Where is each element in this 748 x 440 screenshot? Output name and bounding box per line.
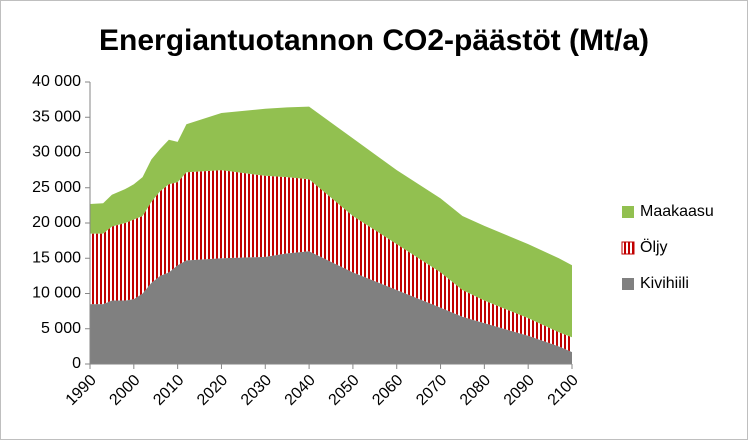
- legend-label: Öljy: [640, 238, 668, 256]
- y-tick-label: 0: [72, 355, 81, 372]
- legend-swatch: [622, 206, 634, 218]
- chart-title: Energiantuotannon CO2-päästöt (Mt/a): [99, 24, 649, 57]
- y-tick-label: 20 000: [32, 214, 81, 231]
- y-tick-label: 30 000: [32, 144, 81, 161]
- y-tick-label: 35 000: [32, 108, 81, 125]
- y-tick-label: 40 000: [32, 73, 81, 90]
- y-tick-label: 10 000: [32, 285, 81, 302]
- area: [90, 106, 572, 338]
- area: [90, 170, 572, 353]
- area: [90, 251, 572, 364]
- legend-swatch: [622, 278, 634, 290]
- y-tick-label: 15 000: [32, 249, 81, 266]
- y-tick-label: 5 000: [41, 320, 81, 337]
- y-tick-label: 25 000: [32, 179, 81, 196]
- legend-swatch: [621, 241, 635, 255]
- legend-label: Maakaasu: [640, 203, 714, 220]
- legend-label: Kivihiili: [640, 275, 689, 292]
